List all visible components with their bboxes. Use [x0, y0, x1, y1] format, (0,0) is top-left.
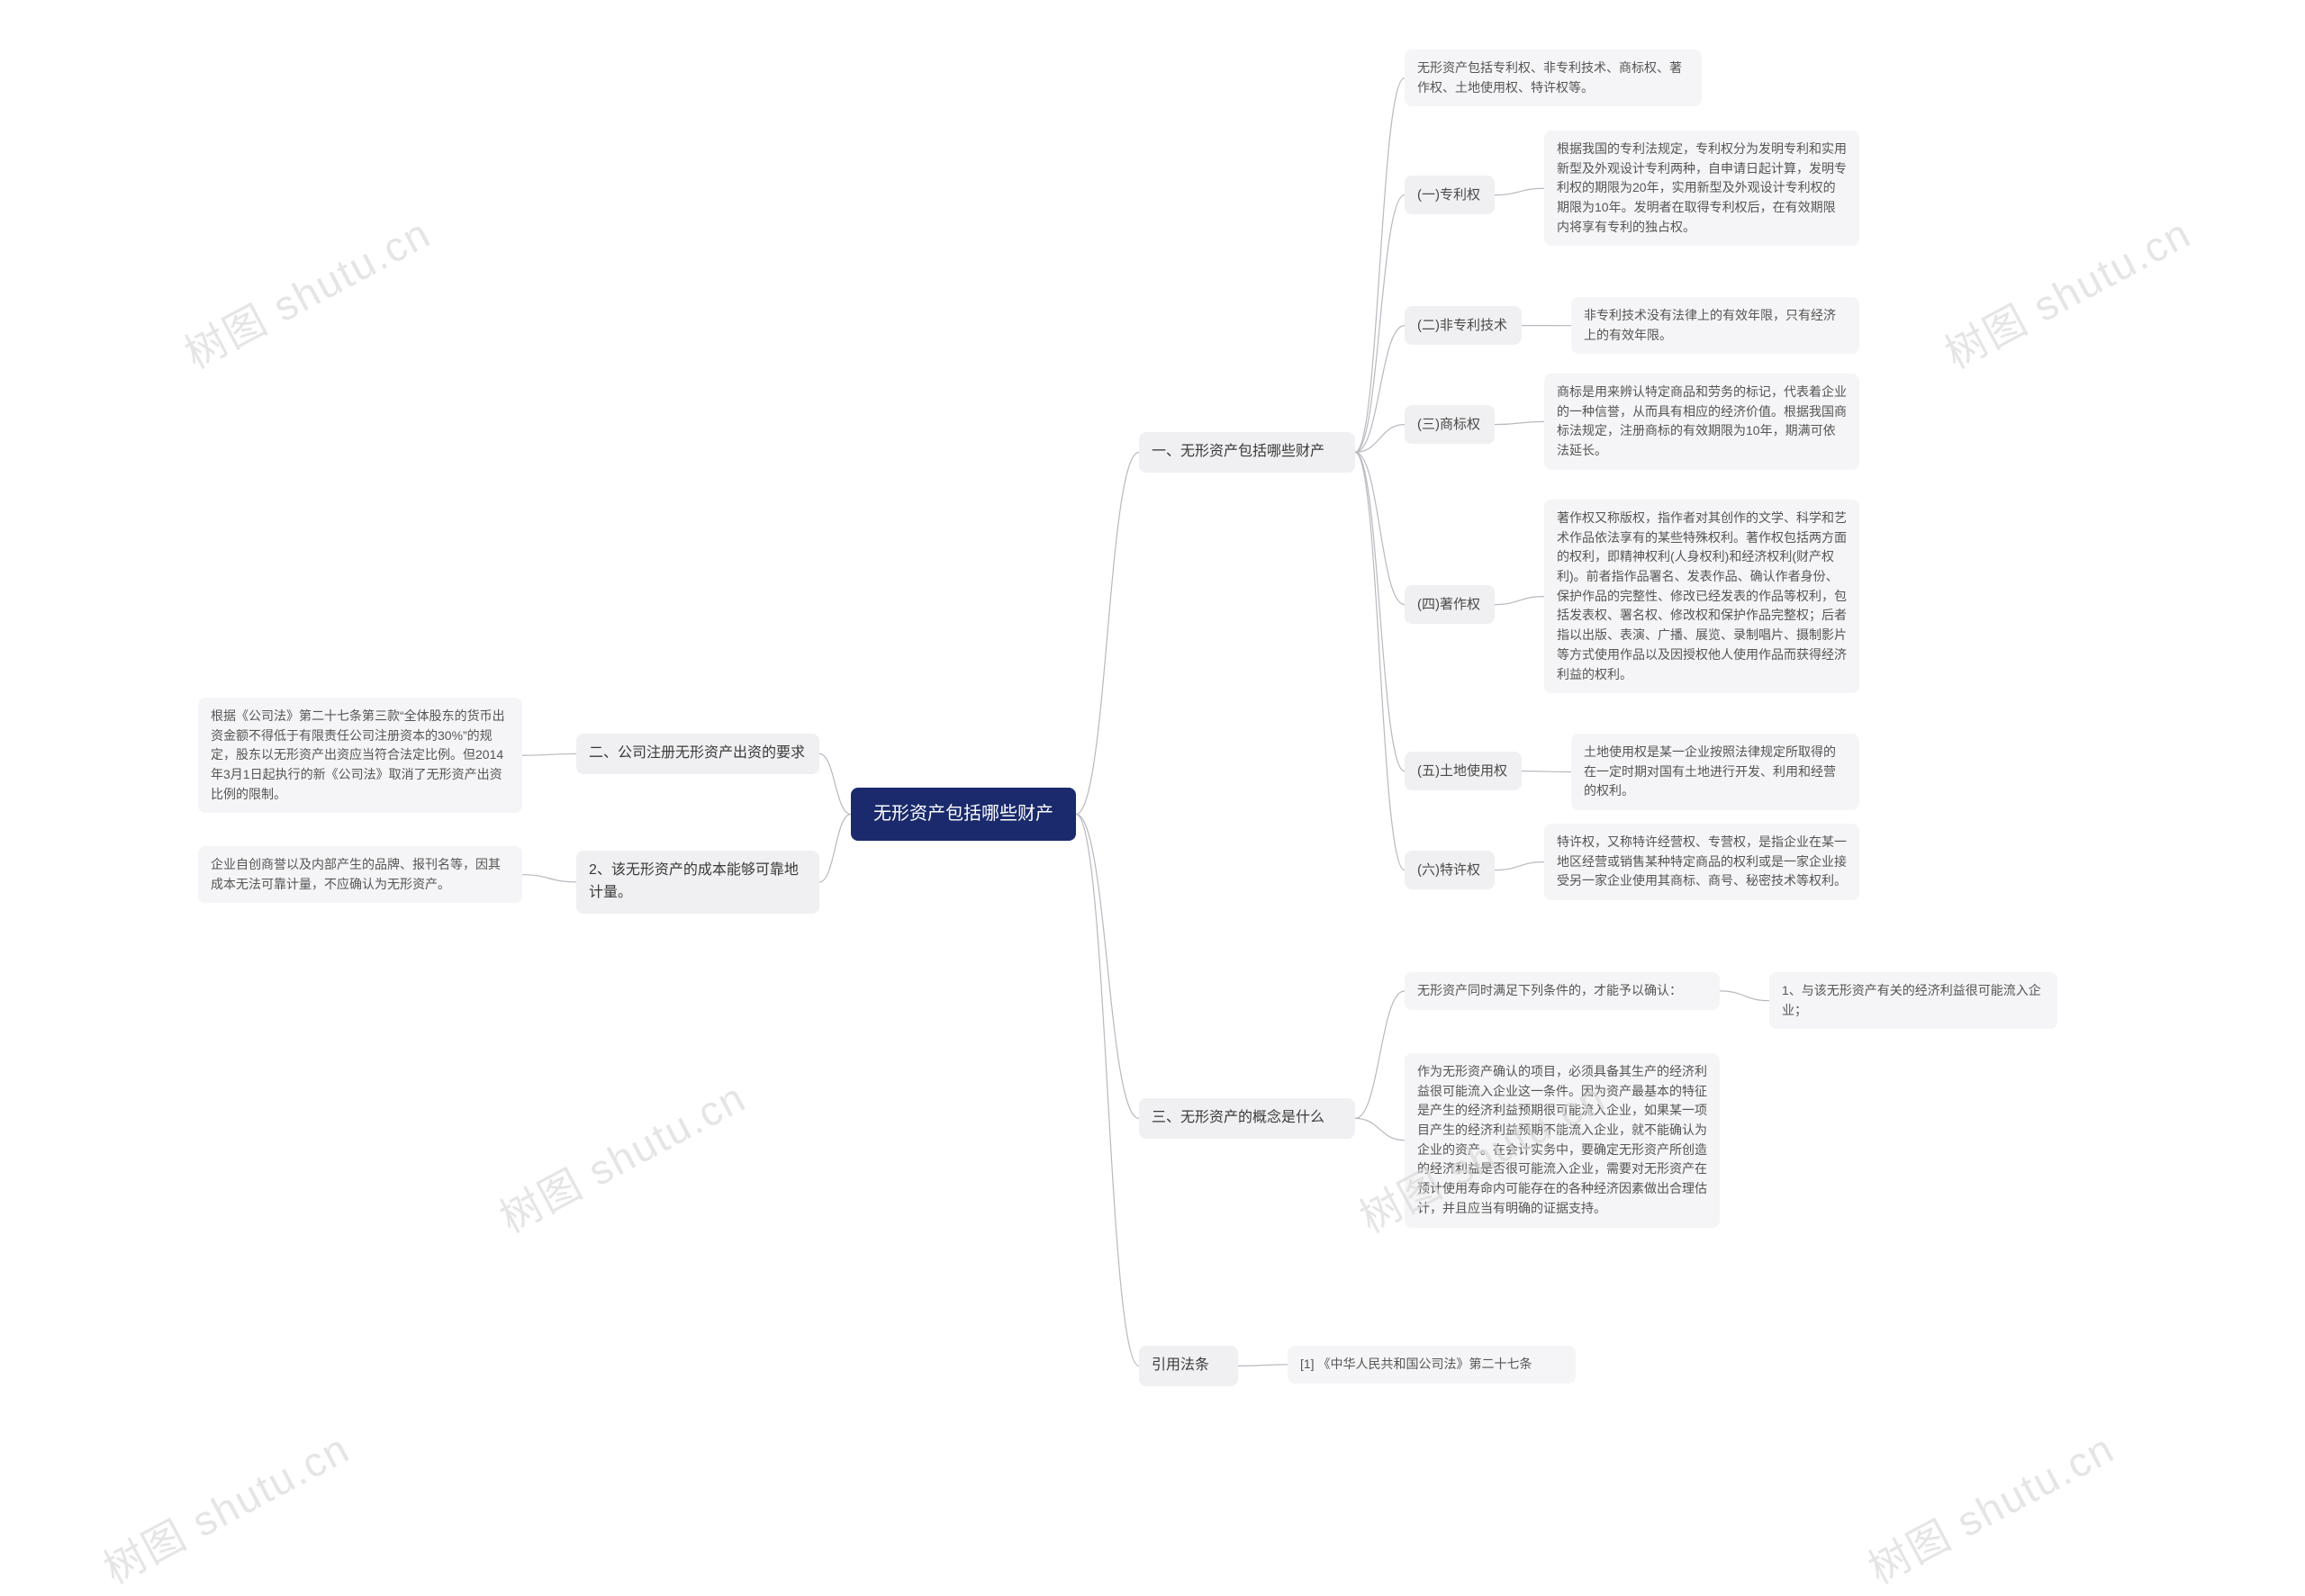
- node-r_b1_5a[interactable]: 土地使用权是某一企业按照法律规定所取得的在一定时期对国有土地进行开发、利用和经营…: [1571, 734, 1859, 810]
- node-r_b3_2[interactable]: 作为无形资产确认的项目，必须具备其生产的经济利益很可能流入企业这一条件。因为资产…: [1405, 1053, 1720, 1228]
- node-r_b3[interactable]: 三、无形资产的概念是什么: [1139, 1098, 1355, 1139]
- node-r_b1_3[interactable]: (三)商标权: [1405, 405, 1495, 444]
- node-r_b1_0[interactable]: 无形资产包括专利权、非专利技术、商标权、著作权、土地使用权、特许权等。: [1405, 50, 1702, 106]
- node-r_b3_1[interactable]: 无形资产同时满足下列条件的，才能予以确认：: [1405, 972, 1720, 1010]
- watermark: 树图 shutu.cn: [1857, 1416, 2123, 1595]
- node-r_b1_4a[interactable]: 著作权又称版权，指作者对其创作的文学、科学和艺术作品依法享有的某些特殊权利。著作…: [1544, 500, 1859, 693]
- node-r_b1_2a[interactable]: 非专利技术没有法律上的有效年限，只有经济上的有效年限。: [1571, 297, 1859, 354]
- watermark: 树图 shutu.cn: [1933, 201, 2200, 380]
- mindmap-canvas: 无形资产包括哪些财产二、公司注册无形资产出资的要求 根据《公司法》第二十七条第三款…: [0, 0, 2305, 1571]
- node-r_b1_3a[interactable]: 商标是用来辨认特定商品和劳务的标记，代表着企业的一种信誉，从而具有相应的经济价值…: [1544, 374, 1859, 470]
- node-l_b2[interactable]: 2、该无形资产的成本能够可靠地计量。: [576, 851, 819, 914]
- node-root[interactable]: 无形资产包括哪些财产: [851, 788, 1076, 841]
- node-r_b4[interactable]: 引用法条: [1139, 1346, 1238, 1386]
- watermark: 树图 shutu.cn: [173, 201, 439, 380]
- watermark: 树图 shutu.cn: [92, 1416, 358, 1595]
- watermark: 树图 shutu.cn: [488, 1065, 755, 1244]
- node-r_b1_6[interactable]: (六)特许权: [1405, 851, 1495, 889]
- node-r_b1_6a[interactable]: 特许权，又称特许经营权、专营权，是指企业在某一地区经营或销售某种特定商品的权利或…: [1544, 824, 1859, 900]
- node-r_b3_1a[interactable]: 1、与该无形资产有关的经济利益很可能流入企业；: [1769, 972, 2057, 1029]
- node-r_b1_2[interactable]: (二)非专利技术: [1405, 306, 1522, 345]
- node-r_b1_1a[interactable]: 根据我国的专利法规定，专利权分为发明专利和实用新型及外观设计专利两种，自申请日起…: [1544, 131, 1859, 246]
- node-l_b1_1[interactable]: 根据《公司法》第二十七条第三款“全体股东的货币出资金额不得低于有限责任公司注册资…: [198, 698, 522, 813]
- node-l_b2_1[interactable]: 企业自创商誉以及内部产生的品牌、报刊名等，因其成本无法可靠计量，不应确认为无形资…: [198, 846, 522, 903]
- node-r_b4_1[interactable]: [1] 《中华人民共和国公司法》第二十七条: [1288, 1346, 1576, 1384]
- node-l_b1[interactable]: 二、公司注册无形资产出资的要求: [576, 734, 819, 774]
- node-r_b1_1[interactable]: (一)专利权: [1405, 176, 1495, 214]
- node-r_b1_5[interactable]: (五)土地使用权: [1405, 752, 1522, 790]
- node-r_b1[interactable]: 一、无形资产包括哪些财产: [1139, 432, 1355, 473]
- node-r_b1_4[interactable]: (四)著作权: [1405, 585, 1495, 624]
